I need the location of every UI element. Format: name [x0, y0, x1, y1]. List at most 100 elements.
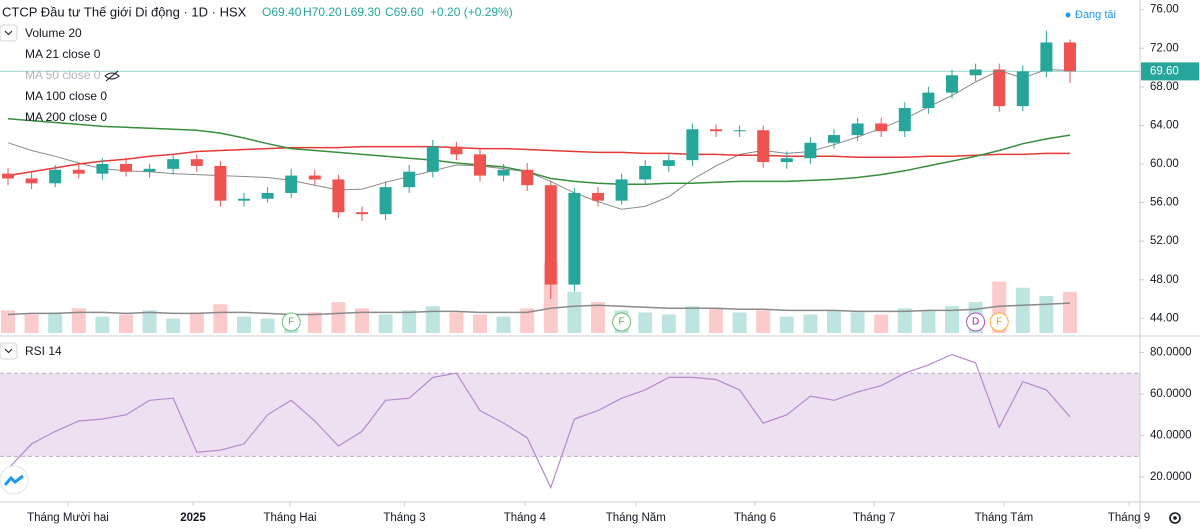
- candle-body: [72, 169, 85, 174]
- x-tick-label: 2025: [180, 512, 206, 524]
- candle-body: [804, 142, 817, 159]
- logo[interactable]: [0, 465, 29, 495]
- volume-bar: [1015, 287, 1030, 333]
- volume-bar: [473, 314, 487, 333]
- candle-body: [733, 130, 746, 132]
- candle-body: [214, 165, 227, 201]
- candle-body: [308, 175, 321, 180]
- header-title: CTCP Đầu tư Thế giới Di động · 1D · HSX: [2, 4, 247, 19]
- rsi-legend: RSI 14: [25, 344, 62, 358]
- candle-body: [521, 169, 534, 186]
- y-tick-label: 56.00: [1150, 197, 1179, 209]
- volume-bar: [237, 316, 251, 333]
- candle-body: [96, 164, 109, 174]
- y-tick-label: 80.0000: [1150, 346, 1192, 358]
- candle-body: [828, 135, 840, 143]
- candle-body: [969, 69, 982, 76]
- ma-line: [7, 145, 1070, 177]
- volume-bar: [803, 314, 818, 333]
- ma-legend: MA 21 close 0: [25, 47, 101, 61]
- volume-bar: [24, 314, 39, 333]
- volume-bar: [142, 310, 157, 333]
- candle-body: [615, 179, 628, 201]
- x-tick-label: Tháng Hai: [263, 512, 316, 524]
- candle-body: [1016, 71, 1029, 107]
- volume-bar: [119, 314, 133, 333]
- candle-body: [426, 146, 439, 172]
- volume-bar: [897, 308, 912, 333]
- status-dot: [1065, 12, 1071, 18]
- volume-bar: [874, 314, 889, 333]
- volume-bar: [850, 312, 865, 333]
- volume-bar: [402, 310, 417, 333]
- x-tick-label: Tháng Mười hai: [27, 512, 109, 524]
- volume-legend: Volume 20: [25, 26, 82, 40]
- hidden-eye-icon[interactable]: [104, 70, 120, 82]
- volume-bar: [355, 308, 369, 333]
- event-label: F: [996, 317, 1002, 328]
- event-marker[interactable]: [989, 312, 1009, 332]
- x-tick-label: Tháng 9: [1108, 512, 1150, 524]
- y-tick-label: 72.00: [1150, 42, 1179, 54]
- gear-icon: [1169, 512, 1181, 524]
- candle-body: [356, 212, 368, 215]
- volume-bar: [638, 312, 653, 333]
- candle-body: [780, 158, 793, 163]
- volume-bar: [95, 316, 110, 333]
- y-tick-label: 76.00: [1150, 4, 1179, 16]
- ma-legend: MA 200 close 0: [25, 110, 107, 124]
- candle-body: [332, 179, 345, 213]
- chevron-icon: [4, 348, 13, 354]
- candle-body: [167, 159, 180, 169]
- candle-body: [379, 187, 392, 215]
- volume-bar: [425, 306, 440, 333]
- candle-body: [851, 123, 864, 136]
- candle-body: [875, 123, 888, 132]
- gear-center: [1173, 516, 1177, 520]
- candle-body: [922, 92, 935, 109]
- volume-bar: [260, 318, 275, 333]
- volume-bar: [1, 310, 15, 333]
- event-marker[interactable]: [966, 312, 986, 332]
- candle-body: [757, 130, 770, 163]
- candle-body: [49, 169, 62, 184]
- y-tick-label: 48.00: [1150, 274, 1179, 286]
- x-tick-label: Tháng 3: [383, 512, 425, 524]
- volume-bar: [449, 312, 464, 333]
- volume-bar: [213, 304, 228, 333]
- event-label: F: [619, 317, 625, 328]
- x-tick-label: Tháng Năm: [606, 512, 666, 524]
- ohlc-change: +0.20 (+0.29%): [430, 5, 513, 19]
- event-marker[interactable]: [612, 312, 632, 332]
- event-marker[interactable]: [281, 312, 301, 332]
- x-tick-label: Tháng 7: [853, 512, 895, 524]
- volume-bar: [71, 308, 86, 333]
- collapse-button[interactable]: [0, 342, 18, 360]
- volume-bar: [166, 318, 181, 333]
- settings-button[interactable]: [1169, 512, 1181, 524]
- ohlc-close: C69.60: [385, 5, 424, 19]
- volume-bar: [1063, 291, 1077, 333]
- volume-bar: [921, 310, 936, 333]
- candle-body: [190, 159, 203, 166]
- volume-bar: [189, 312, 204, 333]
- volume-bar: [661, 314, 676, 333]
- volume-bar: [756, 310, 771, 333]
- y-tick-label: 64.00: [1150, 119, 1179, 131]
- volume-bar: [827, 310, 841, 333]
- candle-body: [25, 178, 38, 184]
- volume-bar: [331, 302, 346, 333]
- volume-bar: [1039, 295, 1054, 333]
- candle-body: [450, 146, 463, 155]
- candle-body: [120, 164, 132, 172]
- collapse-button[interactable]: [0, 24, 18, 42]
- volume-bar: [779, 316, 794, 333]
- candle-body: [2, 173, 14, 179]
- ohlc-high: H70.20: [303, 5, 342, 19]
- axis-layer: 76.00 72.00 68.00 64.00 60.00 56.00 52.00 48.00…: [27, 4, 1199, 524]
- last-price-label: 69.60: [1150, 65, 1179, 77]
- y-tick-label: 44.00: [1150, 312, 1179, 324]
- candle-body: [662, 160, 675, 166]
